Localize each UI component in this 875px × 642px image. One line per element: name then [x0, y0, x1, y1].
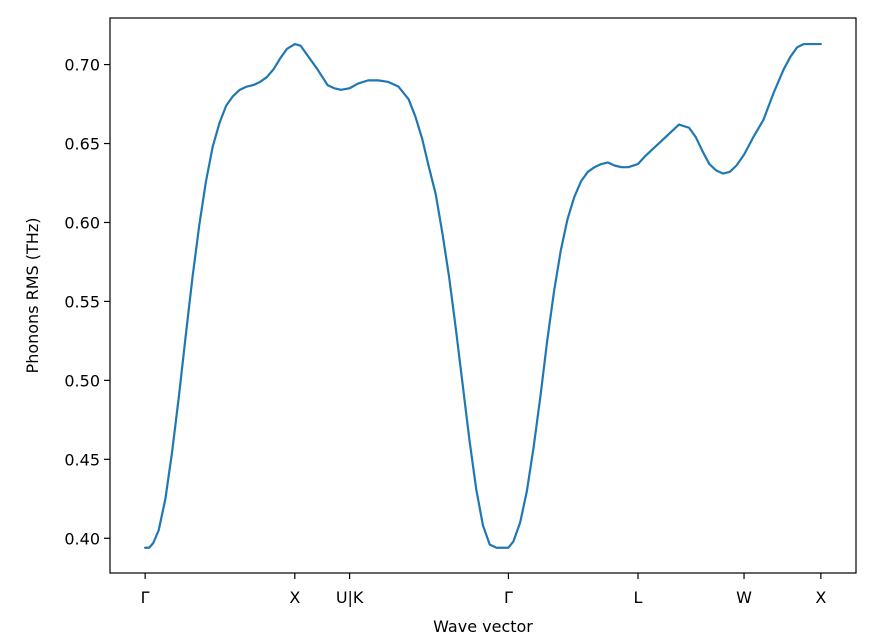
y-tick-label: 0.60: [64, 213, 100, 232]
y-tick-label: 0.70: [64, 56, 100, 75]
series-line: [144, 42, 822, 549]
y-tick-label: 0.55: [64, 292, 100, 311]
x-tick-label: X: [815, 588, 826, 607]
y-axis-title: Phonons RMS (THz): [23, 218, 42, 374]
x-tick-label: Γ: [141, 588, 150, 607]
x-tick-label: U|K: [336, 588, 364, 607]
x-axis-title: Wave vector: [433, 617, 533, 636]
x-tick-label: W: [736, 588, 752, 607]
y-tick-label: 0.45: [64, 450, 100, 469]
y-tick-label: 0.40: [64, 529, 100, 548]
x-tick-label: Γ: [504, 588, 513, 607]
x-tick-label: L: [634, 588, 643, 607]
y-tick-label: 0.65: [64, 135, 100, 154]
y-axis-ticks: 0.40 0.45 0.50 0.55 0.60 0.65 0.70: [64, 56, 110, 548]
x-axis-ticks: Γ X U|K Γ L W X: [141, 573, 826, 607]
x-tick-label: X: [289, 588, 300, 607]
y-tick-label: 0.50: [64, 371, 100, 390]
plot-frame: [109, 17, 857, 574]
series-layer: [144, 42, 822, 549]
